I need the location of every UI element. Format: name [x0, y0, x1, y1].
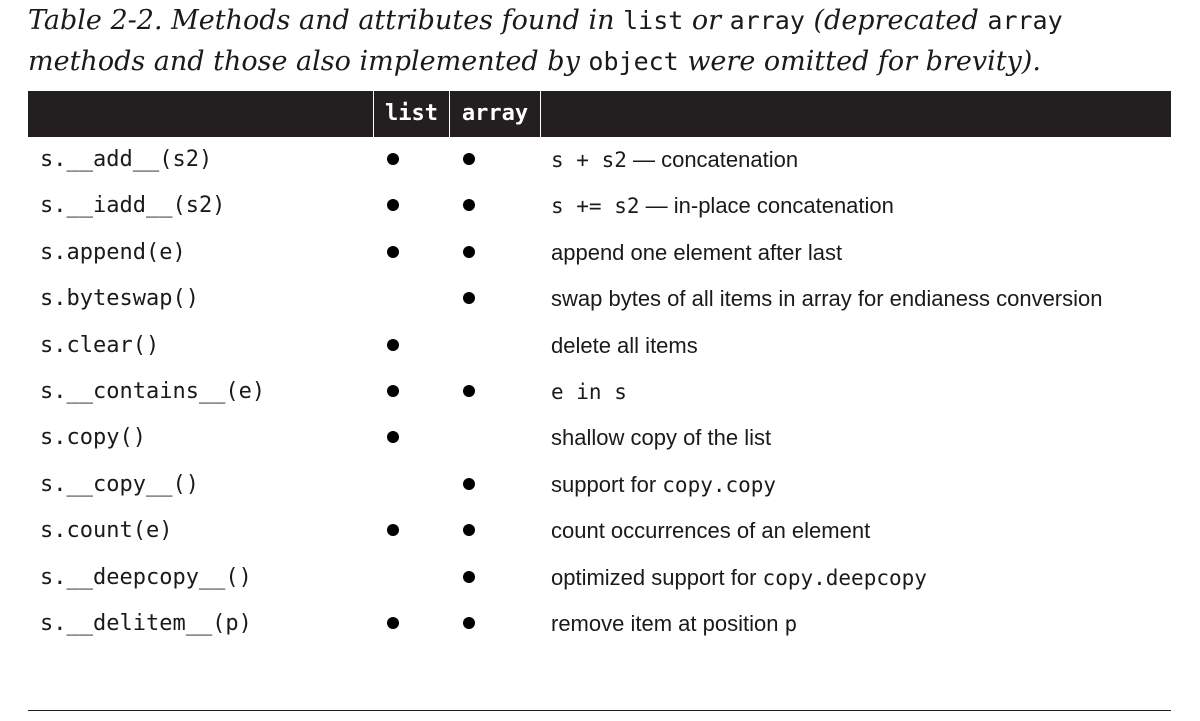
description-code: copy.deepcopy: [762, 565, 927, 590]
table-header-row: list array: [28, 91, 1171, 137]
method-name: s.count(e): [40, 518, 173, 544]
method-name: s.clear(): [40, 332, 160, 358]
method-name: s.__contains__(e): [40, 378, 266, 404]
table-body: s.__add__(s2) s + s2 — concatenation s.__i…: [28, 137, 1171, 647]
method-name: s.copy(): [40, 425, 146, 451]
description-text: optimized support for: [551, 564, 763, 590]
table-row: s.__copy__() support for copy.copy: [28, 462, 1171, 508]
caption-code-object: object: [588, 47, 679, 76]
caption-code-list: list: [623, 6, 684, 35]
method-name: s.__iadd__(s2): [40, 193, 226, 219]
list-support-bullet-icon: [387, 245, 399, 258]
list-support-bullet-icon: [387, 338, 399, 351]
caption-text-2: or: [683, 5, 730, 36]
table-row: s.__contains__(e) e in s: [28, 369, 1171, 415]
header-array: array: [449, 91, 541, 137]
description-text: swap bytes of all items in array for end…: [551, 286, 1103, 312]
header-list: list: [373, 91, 449, 137]
method-description: swap bytes of all items in array for end…: [551, 276, 1102, 322]
array-support-bullet-icon: [463, 616, 475, 629]
description-text: delete all items: [551, 332, 698, 358]
array-support-bullet-icon: [463, 524, 475, 537]
method-description: remove item at position p: [551, 601, 797, 647]
description-code: e in s: [551, 379, 627, 404]
method-description: count occurrences of an element: [551, 508, 870, 554]
array-support-bullet-icon: [463, 477, 475, 490]
array-support-bullet-icon: [463, 384, 475, 397]
method-description: shallow copy of the list: [551, 415, 771, 461]
table-caption: Table 2-2. Methods and attributes found …: [28, 0, 1188, 82]
table-row: s.copy() shallow copy of the list: [28, 415, 1171, 461]
array-support-bullet-icon: [463, 245, 475, 258]
description-code: s + s2: [551, 148, 627, 172]
caption-text-1: Table 2-2. Methods and attributes found …: [28, 5, 624, 36]
list-support-bullet-icon: [387, 524, 399, 537]
method-description: support for copy.copy: [551, 462, 776, 508]
method-name: s.__copy__(): [40, 471, 199, 497]
table-row: s.__delitem__(p) remove item at position …: [28, 601, 1171, 647]
description-text: append one element after last: [551, 239, 843, 265]
description-text: support for: [551, 471, 663, 497]
caption-text-4: methods and those also implemented by: [28, 46, 589, 77]
method-name: s.byteswap(): [40, 286, 199, 312]
method-name: s.__deepcopy__(): [40, 564, 252, 590]
table-row: s.__iadd__(s2) s += s2 — in-place concate…: [28, 183, 1171, 229]
caption-code-array-2: array: [987, 6, 1063, 35]
array-support-bullet-icon: [463, 199, 475, 212]
caption-text-5: were omitted for brevity).: [678, 46, 1041, 77]
bottom-rule: [28, 710, 1171, 711]
list-support-bullet-icon: [387, 199, 399, 212]
array-support-bullet-icon: [463, 570, 475, 583]
list-support-bullet-icon: [387, 153, 399, 165]
method-description: delete all items: [551, 323, 698, 369]
caption-code-array: array: [729, 6, 805, 35]
description-text: shallow copy of the list: [551, 425, 772, 451]
method-description: e in s: [551, 369, 627, 415]
list-support-bullet-icon: [387, 384, 399, 397]
methods-table: list array s.__add__(s2) s + s2 — concate…: [28, 91, 1171, 647]
array-support-bullet-icon: [463, 153, 475, 165]
table-row: s.__deepcopy__() optimized support for co…: [28, 555, 1171, 601]
table-row: s.clear() delete all items: [28, 323, 1171, 369]
description-code: s += s2: [551, 194, 640, 219]
table-row: s.byteswap() swap bytes of all items in a…: [28, 276, 1171, 322]
method-description: s += s2 — in-place concatenation: [551, 183, 894, 229]
caption-text-3: (deprecated: [804, 5, 988, 36]
method-name: s.append(e): [40, 239, 186, 265]
description-text: — concatenation: [626, 147, 799, 172]
method-name: s.__delitem__(p): [40, 610, 252, 636]
method-description: optimized support for copy.deepcopy: [551, 555, 927, 601]
table-row: s.count(e) count occurrences of an elemen…: [28, 508, 1171, 554]
table-row: s.__add__(s2) s + s2 — concatenation: [28, 137, 1171, 183]
list-support-bullet-icon: [387, 616, 399, 629]
list-support-bullet-icon: [387, 431, 399, 444]
table-row: s.append(e) append one element after last: [28, 230, 1171, 276]
description-text: — in-place concatenation: [639, 193, 894, 219]
description-code: copy.copy: [662, 472, 777, 497]
description-text: remove item at position: [551, 610, 785, 636]
method-description: s + s2 — concatenation: [551, 137, 798, 183]
method-description: append one element after last: [551, 230, 842, 276]
description-text: count occurrences of an element: [551, 518, 871, 544]
description-code: p: [784, 611, 798, 636]
array-support-bullet-icon: [463, 292, 475, 305]
method-name: s.__add__(s2): [40, 147, 213, 172]
